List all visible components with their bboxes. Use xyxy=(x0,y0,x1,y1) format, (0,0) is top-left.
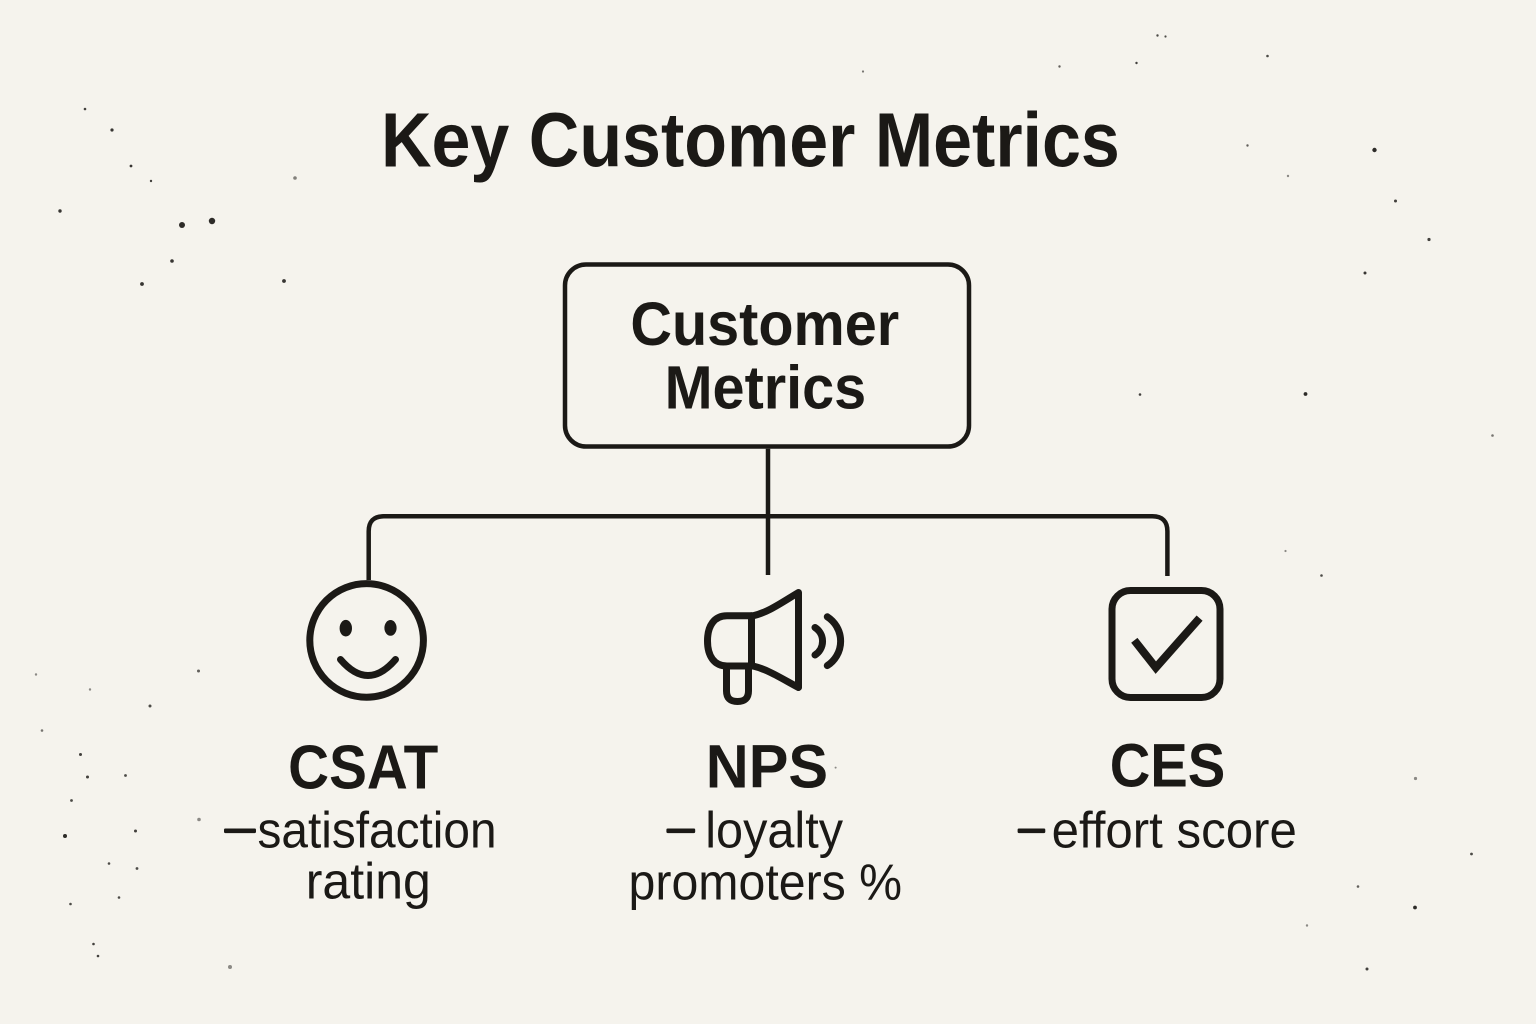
svg-text:CES: CES xyxy=(1110,732,1226,800)
svg-text:Key Customer Metrics: Key Customer Metrics xyxy=(381,96,1120,183)
svg-text:promoters %: promoters % xyxy=(629,853,903,911)
svg-text:CSAT: CSAT xyxy=(288,732,438,802)
svg-text:satisfaction: satisfaction xyxy=(258,802,497,859)
svg-text:NPS: NPS xyxy=(706,732,828,801)
svg-text:effort score: effort score xyxy=(1052,802,1297,859)
svg-text:rating: rating xyxy=(306,852,431,910)
svg-text:Customer: Customer xyxy=(630,289,899,358)
svg-text:Metrics: Metrics xyxy=(665,353,867,422)
svg-text:loyalty: loyalty xyxy=(705,801,843,858)
